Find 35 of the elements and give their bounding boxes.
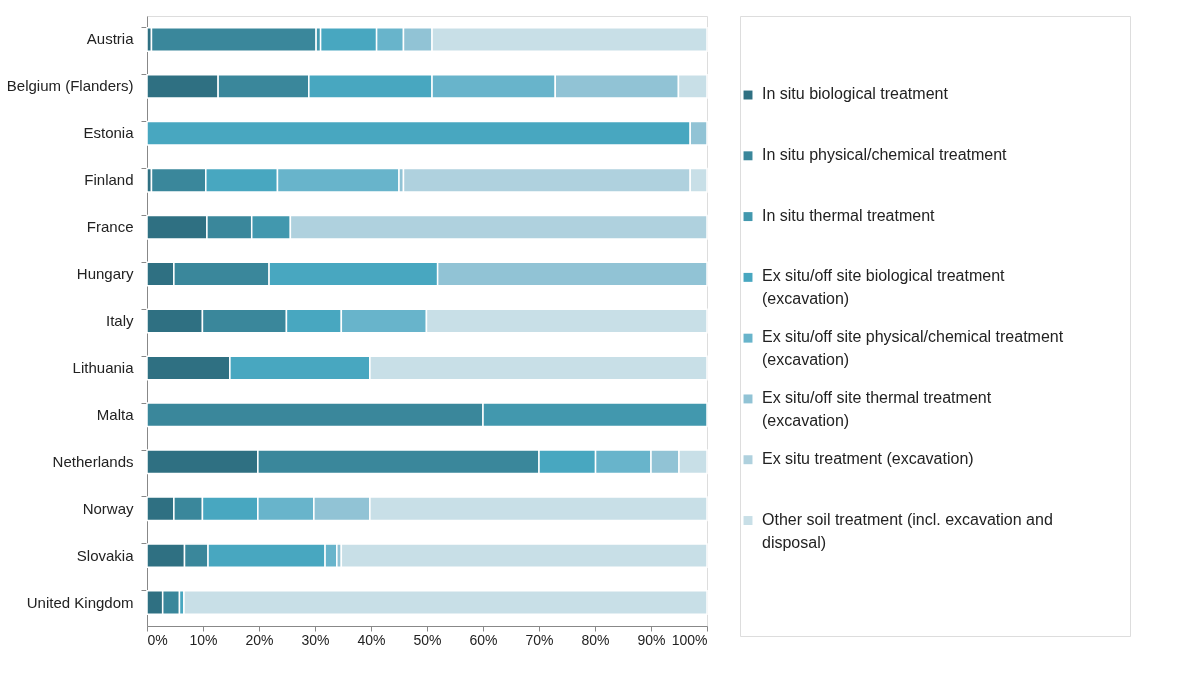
x-tick-label: 70% xyxy=(525,631,554,648)
y-tick-label: Hungary xyxy=(76,265,134,283)
y-tick-label: France xyxy=(86,218,134,236)
y-tick-label: Estonia xyxy=(83,124,135,142)
bar xyxy=(183,590,708,616)
legend-label: In situ thermal treatment xyxy=(762,206,936,224)
x-tick-label: 0% xyxy=(147,631,168,648)
x-tick-label: 80% xyxy=(581,631,610,648)
y-tick-label: Belgium (Flanders) xyxy=(6,77,134,95)
y-tick-label: Slovakia xyxy=(76,546,135,564)
y-tick-label: Netherlands xyxy=(52,452,134,470)
bar xyxy=(150,26,317,52)
legend-label: In situ biological treatment xyxy=(762,85,949,103)
x-tick-label: 60% xyxy=(469,631,498,648)
legend-label: Ex situ/off site physical/chemical treatment (excavation) xyxy=(762,328,1064,369)
y-tick-label: Lithuania xyxy=(72,358,135,376)
x-tick-label: 50% xyxy=(413,631,442,648)
legend-label: In situ physical/chemical treatment xyxy=(762,145,1008,163)
x-tick-label: 20% xyxy=(245,631,274,648)
x-tick-label: 30% xyxy=(301,631,330,648)
legend-label: Ex situ treatment (excavation) xyxy=(762,449,974,467)
x-tick-label: 10% xyxy=(189,631,218,648)
x-tick-label: 90% xyxy=(637,631,666,648)
y-tick-label: Finland xyxy=(84,171,134,189)
legend-label: Ex situ/off site biological treatment (excavation) xyxy=(762,267,1006,308)
y-tick-label: Malta xyxy=(96,405,135,423)
legend-label: Other soil treatment (incl. excavation and disposal) xyxy=(762,510,1053,551)
y-tick-label: Austria xyxy=(86,30,135,48)
y-tick-label: United Kingdom xyxy=(26,593,134,611)
bar xyxy=(340,543,708,569)
legend-label: Ex situ/off site thermal treatment (excavation) xyxy=(762,388,992,429)
y-tick-label: Norway xyxy=(82,499,134,517)
y-tick-label: Italy xyxy=(105,312,134,329)
x-tick-label: 40% xyxy=(357,631,386,648)
x-tick-label: 100% xyxy=(671,631,708,648)
